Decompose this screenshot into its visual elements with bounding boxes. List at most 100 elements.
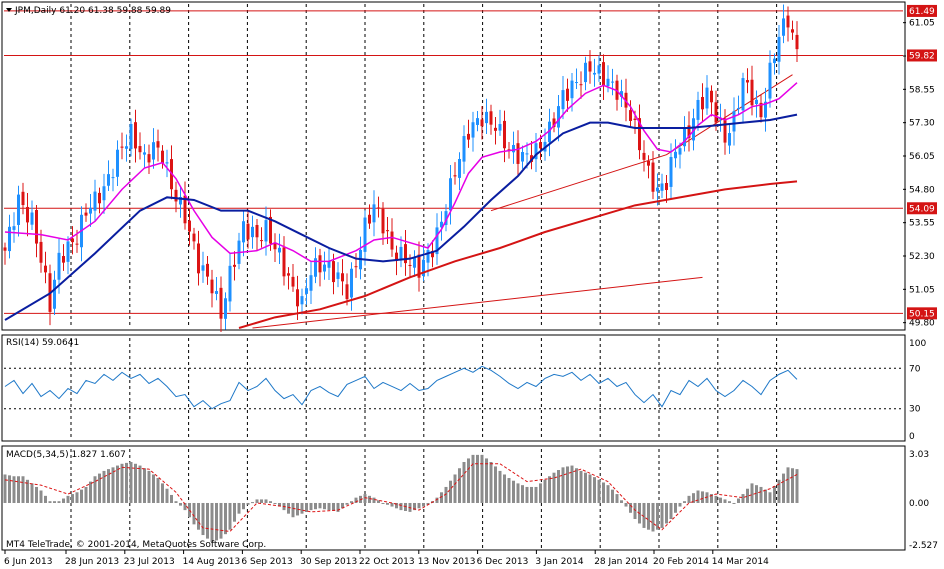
date-tick-label: 6 Jun 2013 bbox=[4, 557, 52, 567]
macd-histogram-bar bbox=[471, 454, 475, 503]
candle-body bbox=[584, 62, 587, 83]
candle-body bbox=[111, 177, 115, 179]
macd-histogram-bar bbox=[791, 468, 794, 503]
candle-body bbox=[660, 183, 664, 191]
rsi-pane[interactable] bbox=[1, 334, 906, 442]
macd-histogram-bar bbox=[413, 502, 416, 511]
candle-body bbox=[174, 189, 178, 202]
candle-body bbox=[611, 81, 614, 83]
candle-body bbox=[323, 264, 326, 272]
macd-histogram-bar bbox=[611, 489, 614, 503]
macd-histogram-bar bbox=[156, 478, 160, 503]
macd-histogram-bar bbox=[386, 502, 389, 505]
candle-body bbox=[305, 288, 308, 294]
price-tick-label: 52.30 bbox=[909, 252, 935, 262]
candle-body bbox=[197, 243, 200, 274]
macd-histogram-bar bbox=[660, 502, 664, 528]
candle-body bbox=[251, 226, 254, 238]
macd-histogram-bar bbox=[300, 502, 304, 514]
level-price-tag-label: 61.49 bbox=[909, 7, 935, 17]
dropdown-triangle-icon[interactable] bbox=[6, 8, 12, 12]
candle-body bbox=[62, 256, 65, 263]
candle-body bbox=[777, 36, 781, 62]
candle-body bbox=[435, 227, 439, 255]
candle-body bbox=[471, 122, 475, 138]
candle-body bbox=[521, 152, 524, 162]
date-tick-label: 13 Nov 2013 bbox=[418, 557, 476, 567]
date-tick-label: 20 Feb 2014 bbox=[653, 557, 709, 567]
macd-histogram-bar bbox=[287, 502, 290, 514]
macd-histogram-bar bbox=[390, 502, 394, 507]
macd-histogram-bar bbox=[741, 494, 745, 503]
macd-histogram-bar bbox=[363, 494, 367, 503]
candle-body bbox=[476, 118, 479, 125]
candle-body bbox=[3, 247, 7, 251]
candle-body bbox=[449, 178, 452, 211]
trendline[interactable] bbox=[252, 276, 703, 329]
macd-histogram-bar bbox=[183, 502, 187, 511]
macd-histogram-bar bbox=[102, 470, 106, 503]
macd-title: MACD(5,34,5) 1.827 1.607 bbox=[6, 450, 126, 460]
macd-histogram-bar bbox=[305, 502, 308, 512]
macd-histogram-bar bbox=[570, 465, 574, 503]
candle-body bbox=[728, 133, 731, 146]
macd-histogram-bar bbox=[399, 502, 403, 511]
macd-histogram-bar bbox=[417, 502, 421, 509]
macd-histogram-bar bbox=[120, 463, 124, 503]
macd-histogram-bar bbox=[201, 502, 205, 536]
candle-body bbox=[228, 265, 232, 302]
macd-histogram-bar bbox=[345, 502, 349, 505]
price-tick-label: 53.55 bbox=[909, 219, 935, 229]
candle-body bbox=[269, 216, 272, 244]
date-tick-label: 22 Oct 2013 bbox=[359, 557, 415, 567]
candle-body bbox=[57, 252, 61, 280]
macd-histogram-bar bbox=[768, 492, 772, 503]
candle-body bbox=[642, 152, 646, 160]
candle-body bbox=[413, 257, 416, 268]
rsi-tick-label: 100 bbox=[909, 339, 926, 349]
candle-body bbox=[102, 186, 106, 201]
macd-histogram-bar bbox=[732, 502, 736, 504]
date-tick-label: 28 Jan 2014 bbox=[594, 557, 648, 567]
rsi-tick-label: 30 bbox=[909, 405, 921, 415]
macd-histogram-bar bbox=[521, 485, 524, 503]
candle-body bbox=[381, 208, 385, 234]
macd-histogram-bar bbox=[588, 474, 592, 503]
macd-histogram-bar bbox=[710, 494, 713, 503]
candle-body bbox=[678, 148, 682, 155]
macd-histogram-bar bbox=[350, 501, 353, 503]
candle-body bbox=[489, 111, 493, 125]
candle-body bbox=[183, 195, 187, 224]
date-tick-label: 23 Jul 2013 bbox=[124, 557, 175, 567]
macd-histogram-bar bbox=[80, 489, 83, 503]
macd-histogram-bar bbox=[53, 501, 56, 503]
macd-histogram-bar bbox=[782, 473, 785, 503]
macd-histogram-bar bbox=[633, 502, 637, 520]
macd-histogram-bar bbox=[498, 470, 502, 503]
candle-body bbox=[188, 220, 191, 232]
macd-histogram-bar bbox=[714, 495, 718, 503]
macd-histogram-bar bbox=[647, 502, 650, 530]
horizontal-levels bbox=[4, 10, 903, 314]
candle-body bbox=[332, 261, 335, 283]
macd-histogram-bar bbox=[692, 493, 695, 503]
copyright-text: MT4 TeleTrade, © 2001-2014, MetaQuotes S… bbox=[6, 540, 266, 550]
candle-body bbox=[368, 214, 371, 224]
macd-histogram-bar bbox=[21, 476, 25, 503]
macd-histogram-bar bbox=[210, 502, 214, 543]
macd-histogram-bar bbox=[480, 454, 484, 503]
candle-body bbox=[26, 206, 29, 223]
rsi-line bbox=[4, 365, 798, 410]
candle-body bbox=[215, 291, 218, 294]
candle-body bbox=[17, 194, 20, 225]
macd-histogram-bar bbox=[525, 486, 529, 503]
level-price-tag bbox=[907, 4, 937, 17]
candle-body bbox=[120, 146, 124, 148]
macd-histogram-bar bbox=[795, 469, 799, 503]
price-tick-label: 54.80 bbox=[909, 185, 935, 195]
candle-body bbox=[314, 258, 317, 277]
macd-histogram-bar bbox=[206, 502, 209, 539]
candle-body bbox=[746, 80, 749, 83]
candle-body bbox=[93, 191, 97, 211]
